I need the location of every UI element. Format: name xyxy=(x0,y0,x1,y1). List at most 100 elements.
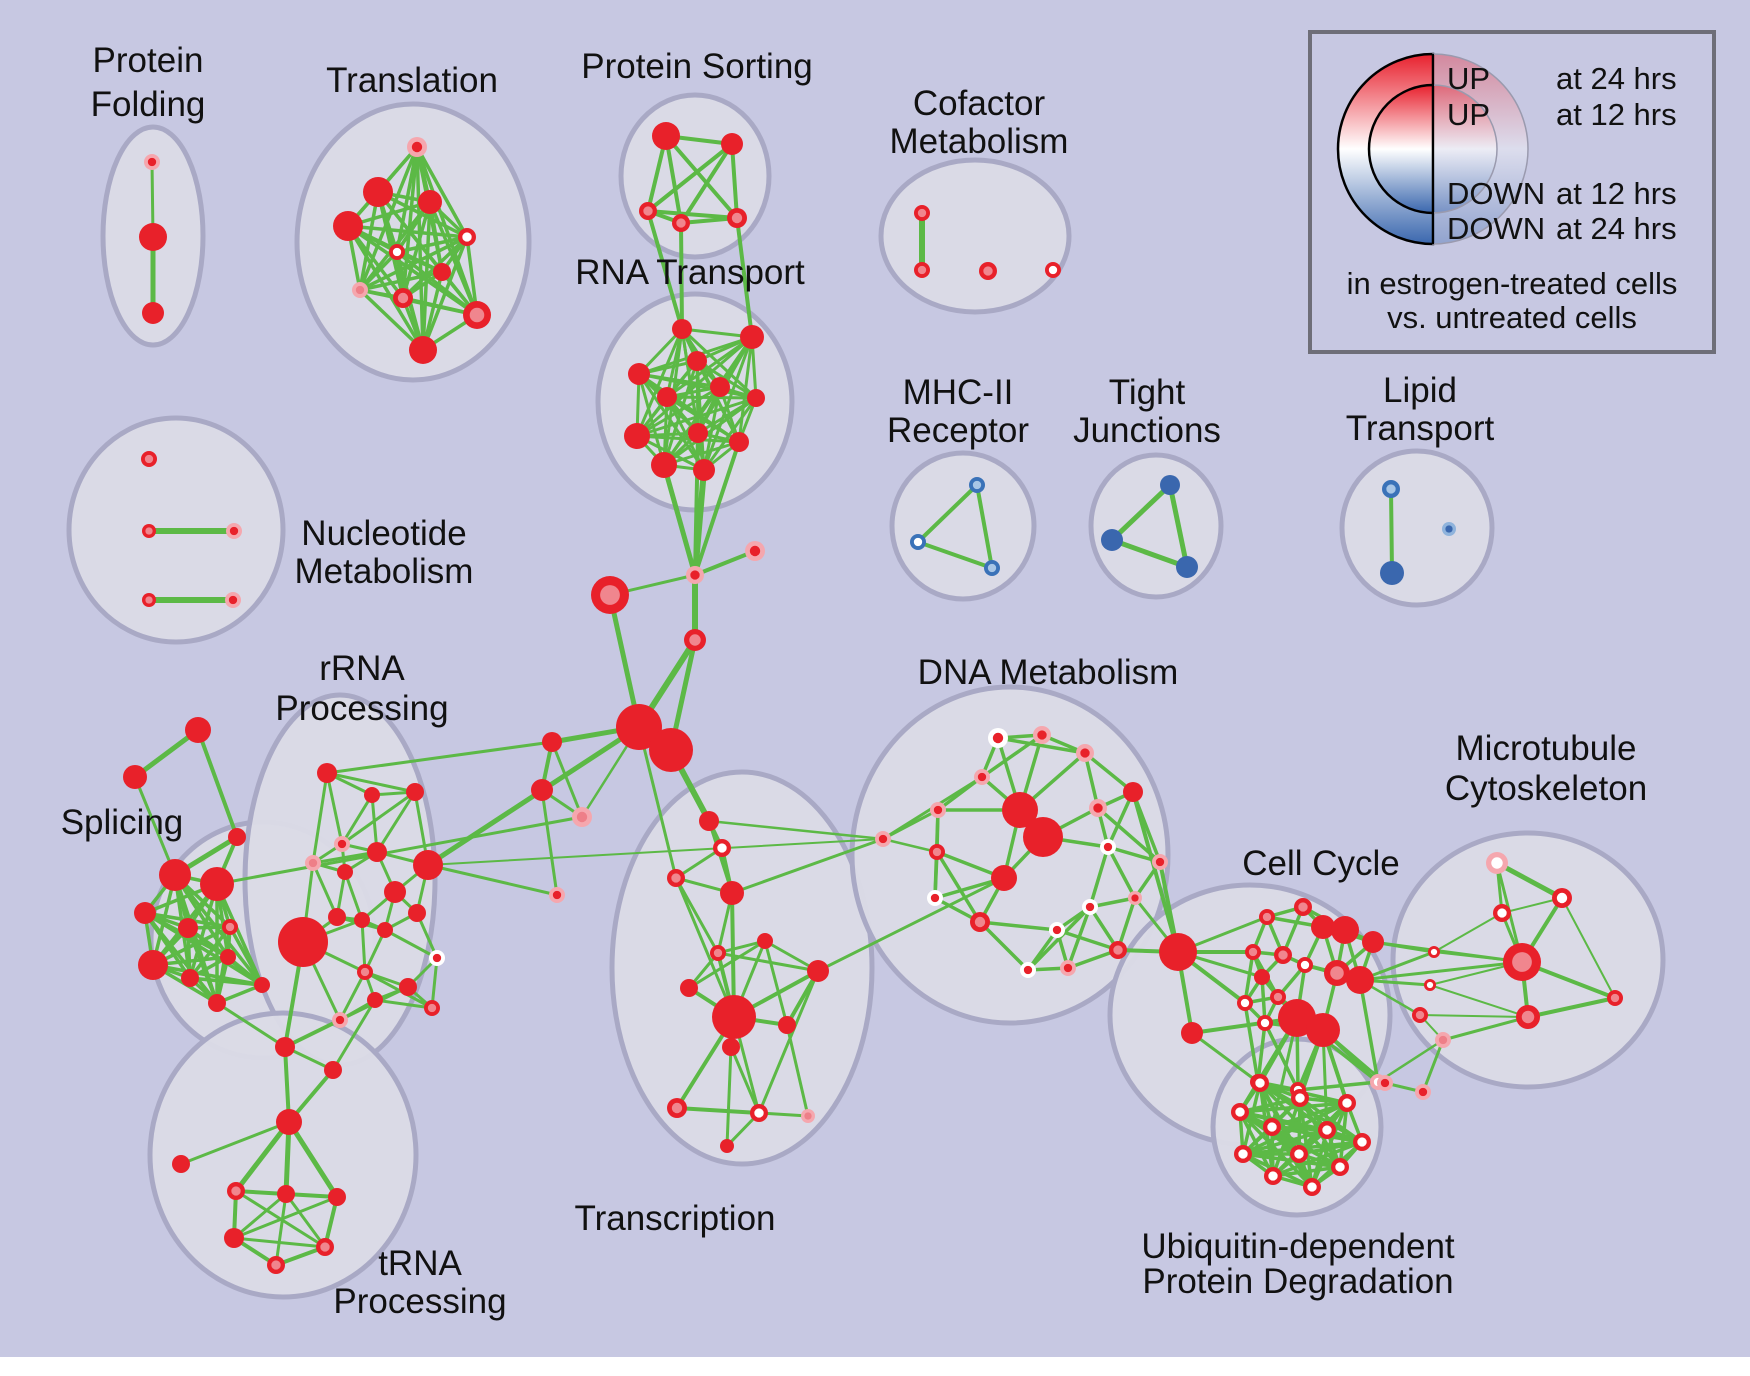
gene-node[interactable] xyxy=(1377,1075,1393,1091)
gene-node[interactable] xyxy=(1435,1032,1451,1048)
gene-node[interactable] xyxy=(134,902,156,924)
gene-node[interactable] xyxy=(720,881,744,905)
gene-node[interactable] xyxy=(1270,989,1286,1005)
gene-node[interactable] xyxy=(220,949,236,965)
gene-node[interactable] xyxy=(572,807,592,827)
gene-node[interactable] xyxy=(693,459,715,481)
gene-node[interactable] xyxy=(413,850,443,880)
gene-node[interactable] xyxy=(991,865,1017,891)
gene-node[interactable] xyxy=(228,828,246,846)
gene-node[interactable] xyxy=(337,864,353,880)
gene-node[interactable] xyxy=(801,1109,815,1123)
gene-node[interactable] xyxy=(276,1109,302,1135)
gene-node[interactable] xyxy=(750,1104,768,1122)
gene-node[interactable] xyxy=(1020,962,1036,978)
gene-node[interactable] xyxy=(984,560,1000,576)
gene-node[interactable] xyxy=(141,451,157,467)
gene-node[interactable] xyxy=(1152,854,1168,870)
gene-node[interactable] xyxy=(1607,990,1623,1006)
gene-node[interactable] xyxy=(1428,946,1440,958)
gene-node[interactable] xyxy=(1311,915,1335,939)
gene-node[interactable] xyxy=(1109,941,1127,959)
gene-node[interactable] xyxy=(363,177,393,207)
gene-node[interactable] xyxy=(328,1188,346,1206)
gene-node[interactable] xyxy=(138,950,168,980)
gene-node[interactable] xyxy=(1290,1145,1308,1163)
gene-node[interactable] xyxy=(616,704,662,750)
gene-node[interactable] xyxy=(142,302,164,324)
gene-node[interactable] xyxy=(1424,979,1436,991)
gene-node[interactable] xyxy=(317,763,337,783)
gene-node[interactable] xyxy=(123,765,147,789)
gene-node[interactable] xyxy=(1442,522,1456,536)
gene-node[interactable] xyxy=(1100,839,1116,855)
gene-node[interactable] xyxy=(757,933,773,949)
gene-node[interactable] xyxy=(200,867,234,901)
gene-node[interactable] xyxy=(930,802,946,818)
gene-node[interactable] xyxy=(406,783,424,801)
gene-node[interactable] xyxy=(1297,957,1313,973)
gene-node[interactable] xyxy=(377,922,393,938)
gene-node[interactable] xyxy=(208,994,226,1012)
gene-node[interactable] xyxy=(712,995,756,1039)
gene-node[interactable] xyxy=(680,979,698,997)
gene-node[interactable] xyxy=(1060,960,1076,976)
gene-node[interactable] xyxy=(332,1012,348,1028)
gene-node[interactable] xyxy=(969,477,985,493)
gene-node[interactable] xyxy=(686,566,704,584)
gene-node[interactable] xyxy=(1076,744,1094,762)
gene-node[interactable] xyxy=(974,769,990,785)
gene-node[interactable] xyxy=(1089,799,1107,817)
gene-node[interactable] xyxy=(1160,475,1180,495)
gene-node[interactable] xyxy=(333,211,363,241)
gene-node[interactable] xyxy=(1324,960,1350,986)
gene-node[interactable] xyxy=(389,244,405,260)
gene-node[interactable] xyxy=(357,964,373,980)
gene-node[interactable] xyxy=(927,890,943,906)
gene-node[interactable] xyxy=(1331,1158,1349,1176)
gene-node[interactable] xyxy=(929,844,945,860)
gene-node[interactable] xyxy=(399,978,417,996)
gene-node[interactable] xyxy=(1033,726,1051,744)
gene-node[interactable] xyxy=(1234,1145,1252,1163)
gene-node[interactable] xyxy=(1552,888,1572,908)
gene-node[interactable] xyxy=(988,728,1008,748)
gene-node[interactable] xyxy=(352,282,368,298)
gene-node[interactable] xyxy=(1159,933,1197,971)
gene-node[interactable] xyxy=(1274,946,1292,964)
gene-node[interactable] xyxy=(910,534,926,550)
gene-node[interactable] xyxy=(226,523,242,539)
gene-node[interactable] xyxy=(729,432,749,452)
gene-node[interactable] xyxy=(713,839,731,857)
gene-node[interactable] xyxy=(334,836,350,852)
gene-node[interactable] xyxy=(1291,1089,1309,1107)
gene-node[interactable] xyxy=(727,208,747,228)
gene-node[interactable] xyxy=(688,423,708,443)
gene-node[interactable] xyxy=(1380,561,1404,585)
gene-node[interactable] xyxy=(1128,891,1142,905)
gene-node[interactable] xyxy=(1257,1015,1273,1031)
gene-node[interactable] xyxy=(667,1098,687,1118)
gene-node[interactable] xyxy=(1002,792,1038,828)
gene-node[interactable] xyxy=(407,137,427,157)
gene-node[interactable] xyxy=(1251,1074,1269,1092)
gene-node[interactable] xyxy=(672,214,690,232)
gene-node[interactable] xyxy=(144,154,160,170)
gene-node[interactable] xyxy=(222,919,238,935)
gene-node[interactable] xyxy=(649,728,693,772)
gene-node[interactable] xyxy=(384,881,406,903)
gene-node[interactable] xyxy=(1049,922,1065,938)
gene-node[interactable] xyxy=(227,1182,245,1200)
gene-node[interactable] xyxy=(1346,966,1374,994)
gene-node[interactable] xyxy=(328,908,346,926)
gene-node[interactable] xyxy=(1263,1118,1281,1136)
gene-node[interactable] xyxy=(807,960,829,982)
gene-node[interactable] xyxy=(628,363,650,385)
gene-node[interactable] xyxy=(1486,852,1508,874)
gene-node[interactable] xyxy=(324,1061,342,1079)
gene-node[interactable] xyxy=(433,263,451,281)
gene-node[interactable] xyxy=(652,122,680,150)
gene-node[interactable] xyxy=(429,950,445,966)
gene-node[interactable] xyxy=(1123,782,1143,802)
gene-node[interactable] xyxy=(672,319,692,339)
